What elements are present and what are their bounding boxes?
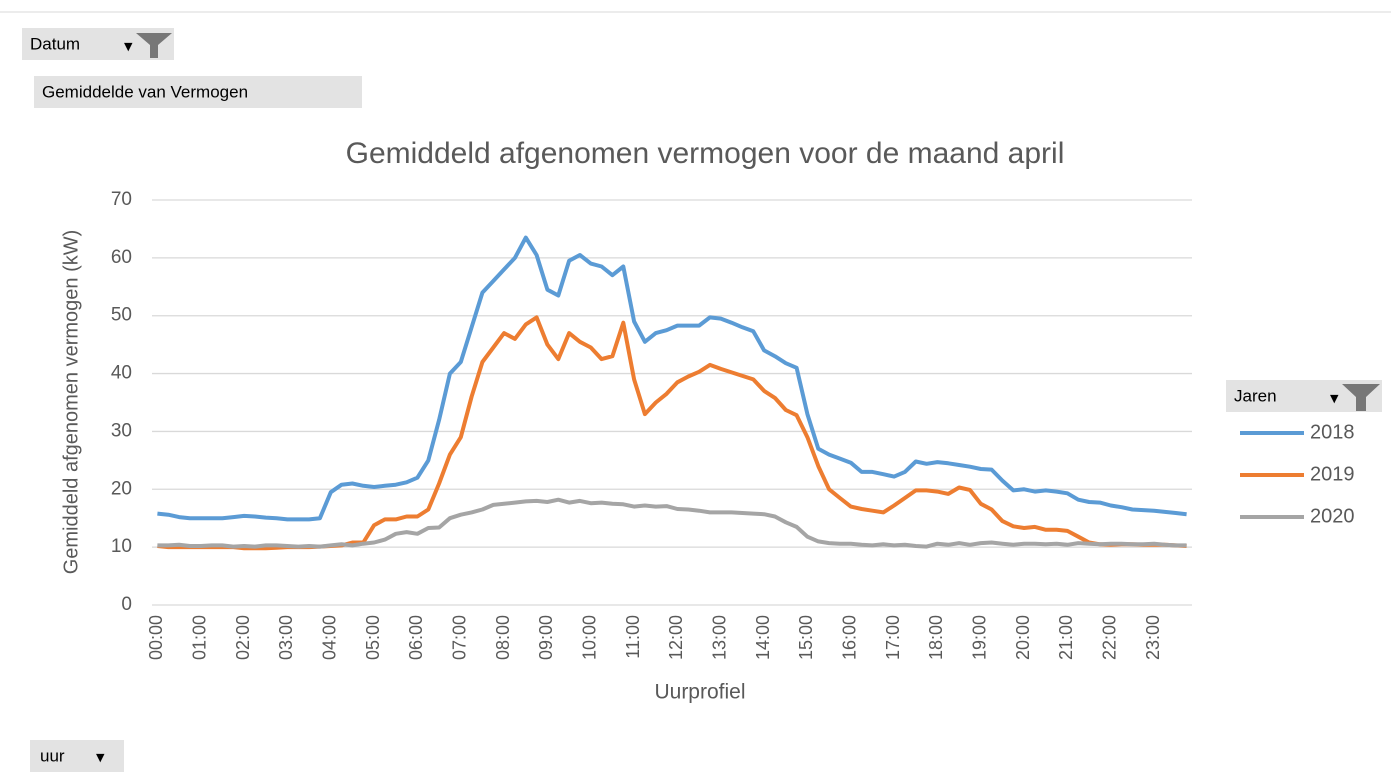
- legend-filter[interactable]: Jaren ▾: [1226, 380, 1382, 412]
- series-line: [157, 315, 1187, 551]
- button-label[interactable]: Datum: [30, 34, 80, 53]
- button-label[interactable]: Jaren: [1234, 386, 1277, 405]
- x-tick-label: 18:00: [926, 615, 946, 660]
- button[interactable]: [30, 740, 124, 772]
- chart-title: Gemiddeld afgenomen vermogen voor de maa…: [346, 137, 1065, 170]
- x-tick-label: 01:00: [190, 615, 210, 660]
- series-line: [157, 235, 1187, 522]
- x-tick-label: 19:00: [970, 615, 990, 660]
- y-tick-label: 20: [111, 478, 132, 499]
- y-tick-label: 30: [111, 420, 132, 441]
- x-axis-label: Uurprofiel: [654, 681, 745, 704]
- dropdown[interactable]: ▾: [124, 36, 133, 55]
- axis-field[interactable]: uur ▾: [30, 740, 124, 772]
- series-line: [157, 497, 1187, 549]
- x-tick-label: 21:00: [1056, 615, 1076, 660]
- y-tick-label: 60: [111, 247, 132, 268]
- dropdown[interactable]: ▾: [96, 747, 105, 766]
- x-tick-label: 14:00: [753, 615, 773, 660]
- x-tick-label: 03:00: [276, 615, 296, 660]
- x-tick-label: 13:00: [710, 615, 730, 660]
- x-tick-label: 06:00: [406, 615, 426, 660]
- x-tick-label: 23:00: [1143, 615, 1163, 660]
- x-tick-label: 10:00: [580, 615, 600, 660]
- x-tick-label: 17:00: [883, 615, 903, 660]
- button-label[interactable]: Gemiddelde van Vermogen: [42, 82, 248, 101]
- x-tick-label: 09:00: [536, 615, 556, 660]
- legend-label: 2018: [1310, 421, 1355, 443]
- button[interactable]: [34, 76, 362, 108]
- x-tick-label: 11:00: [623, 615, 643, 659]
- measure-button[interactable]: Gemiddelde van Vermogen: [34, 76, 362, 108]
- y-tick-label: 70: [111, 189, 132, 210]
- x-tick-label: 16:00: [840, 615, 860, 660]
- x-tick-label: 07:00: [450, 615, 470, 660]
- x-tick-label: 05:00: [363, 615, 383, 660]
- x-tick-label: 04:00: [320, 615, 340, 660]
- x-tick-label: 20:00: [1013, 615, 1033, 660]
- y-axis-label: Gemiddeld afgenomen vermogen (kW): [60, 230, 82, 575]
- x-tick-label: 12:00: [666, 615, 686, 660]
- datum-filter[interactable]: Datum ▾: [22, 28, 174, 60]
- y-tick-label: 10: [111, 536, 132, 557]
- x-tick-label: 00:00: [146, 615, 166, 660]
- x-tick-label: 02:00: [233, 615, 253, 660]
- legend-label: 2020: [1310, 505, 1355, 527]
- dropdown[interactable]: ▾: [1330, 388, 1339, 407]
- filter-icon[interactable]: [136, 33, 172, 58]
- filter-icon[interactable]: [1342, 384, 1380, 411]
- x-tick-label: 15:00: [796, 615, 816, 660]
- y-tick-label: 50: [111, 305, 132, 326]
- x-tick-label: 22:00: [1100, 615, 1120, 660]
- button-label[interactable]: uur: [40, 746, 65, 765]
- legend-label: 2019: [1310, 463, 1355, 485]
- y-tick-label: 40: [111, 363, 132, 384]
- x-tick-label: 08:00: [493, 615, 513, 660]
- y-tick-label: 0: [121, 594, 132, 615]
